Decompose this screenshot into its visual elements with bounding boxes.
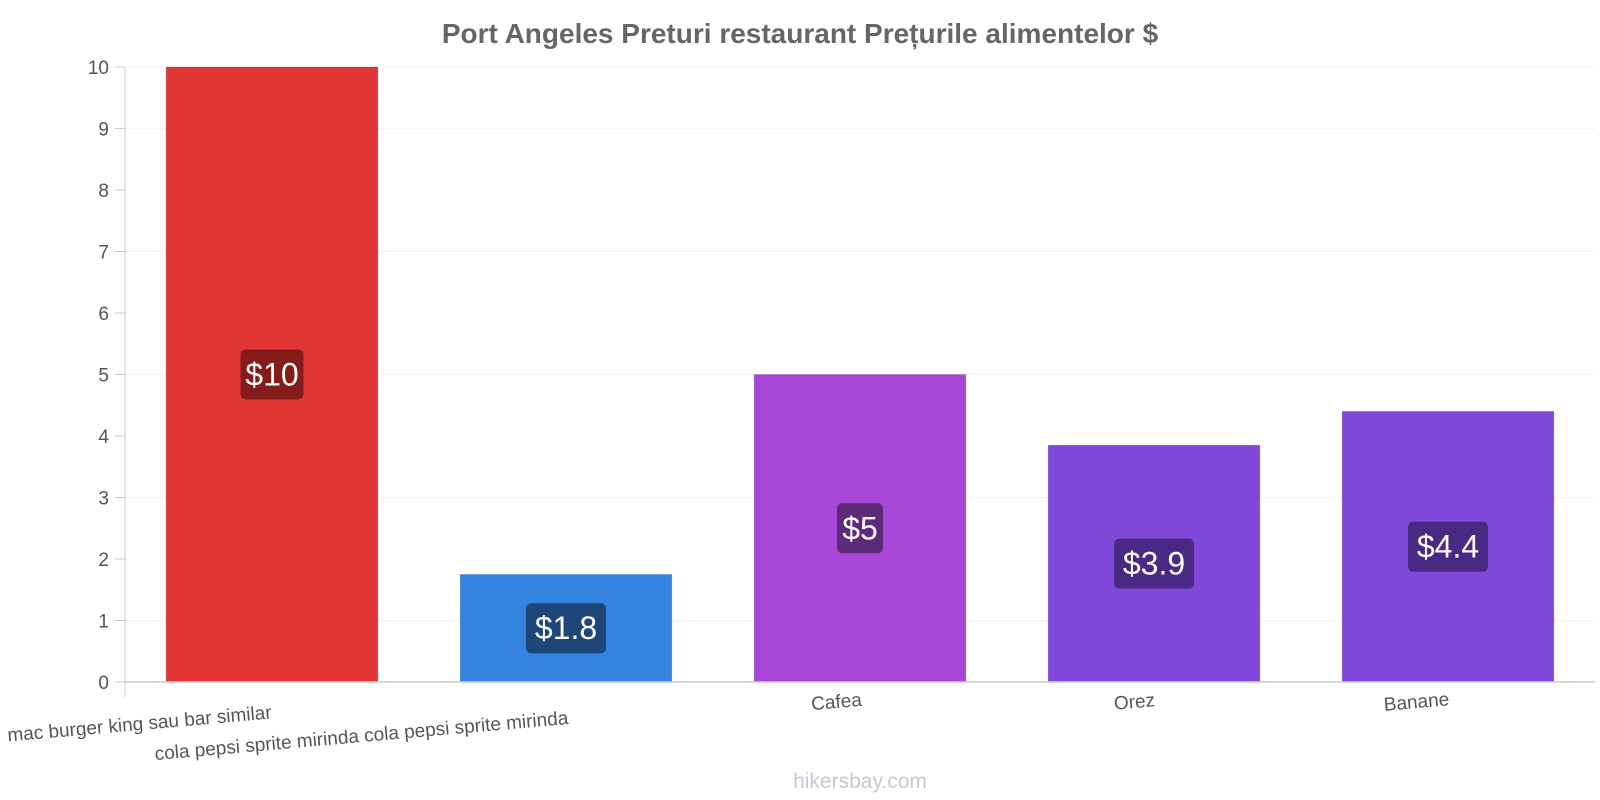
y-tick-label: 4 [98, 427, 109, 448]
y-axis: 0 1 2 3 4 5 6 7 8 9 10 [88, 58, 126, 694]
y-tick-label: 5 [98, 366, 109, 387]
y-tick-label: 1 [98, 612, 109, 633]
watermark: hikersbay.com [793, 770, 927, 793]
value-label-box [837, 503, 883, 554]
value-label: $10 [245, 357, 298, 393]
x-tick-label: Banane [1383, 689, 1450, 716]
value-label-box [1408, 521, 1488, 572]
value-label-box [240, 349, 304, 400]
value-label: $5 [842, 510, 878, 546]
y-tick-label: 9 [98, 120, 109, 141]
y-tick-label: 2 [98, 550, 109, 571]
value-label-box [1114, 538, 1194, 589]
y-tick-label: 6 [98, 304, 109, 325]
y-tick-label: 3 [98, 489, 109, 510]
value-labels: $10 $1.8 $5 $3.9 $4.4 [240, 349, 1488, 654]
bars [165, 66, 1555, 683]
value-label-box [526, 603, 606, 654]
y-tick-label: 7 [98, 243, 109, 264]
value-label: $3.9 [1123, 546, 1185, 582]
value-label: $4.4 [1417, 529, 1479, 565]
y-tick-label: 8 [98, 181, 109, 202]
y-tick-label: 0 [98, 673, 109, 694]
y-tick-label: 10 [88, 58, 109, 79]
x-tick-label: Cafea [810, 690, 863, 715]
x-tick-label: Orez [1113, 690, 1156, 715]
value-label: $1.8 [535, 610, 597, 646]
chart-title: Port Angeles Preturi restaurant Prețuril… [442, 18, 1159, 49]
